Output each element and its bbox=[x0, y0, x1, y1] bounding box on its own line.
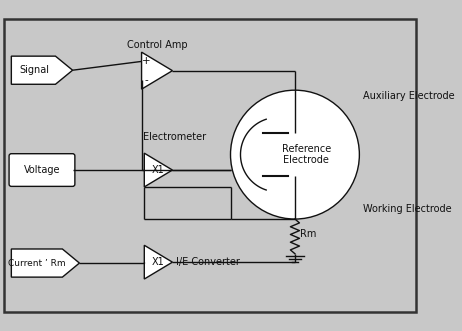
Polygon shape bbox=[144, 245, 172, 279]
Text: Reference
Electrode: Reference Electrode bbox=[282, 144, 331, 166]
Text: Rm: Rm bbox=[300, 229, 317, 239]
Text: Electrometer: Electrometer bbox=[143, 132, 206, 142]
Text: I/E Converter: I/E Converter bbox=[176, 257, 240, 267]
Text: Current ’ Rm: Current ’ Rm bbox=[8, 259, 66, 267]
Text: -: - bbox=[144, 75, 148, 85]
Text: Control Amp: Control Amp bbox=[127, 40, 187, 50]
Text: +: + bbox=[142, 56, 151, 66]
Polygon shape bbox=[12, 249, 79, 277]
Text: Voltage: Voltage bbox=[24, 165, 60, 175]
Text: Auxiliary Electrode: Auxiliary Electrode bbox=[363, 91, 455, 101]
Text: X1: X1 bbox=[152, 257, 165, 267]
Text: Signal: Signal bbox=[19, 65, 49, 75]
FancyBboxPatch shape bbox=[9, 154, 75, 186]
Text: Working Electrode: Working Electrode bbox=[363, 204, 452, 214]
Polygon shape bbox=[144, 153, 172, 187]
Text: X1: X1 bbox=[152, 165, 165, 175]
Polygon shape bbox=[141, 52, 172, 89]
Circle shape bbox=[231, 90, 359, 219]
Polygon shape bbox=[12, 56, 73, 84]
